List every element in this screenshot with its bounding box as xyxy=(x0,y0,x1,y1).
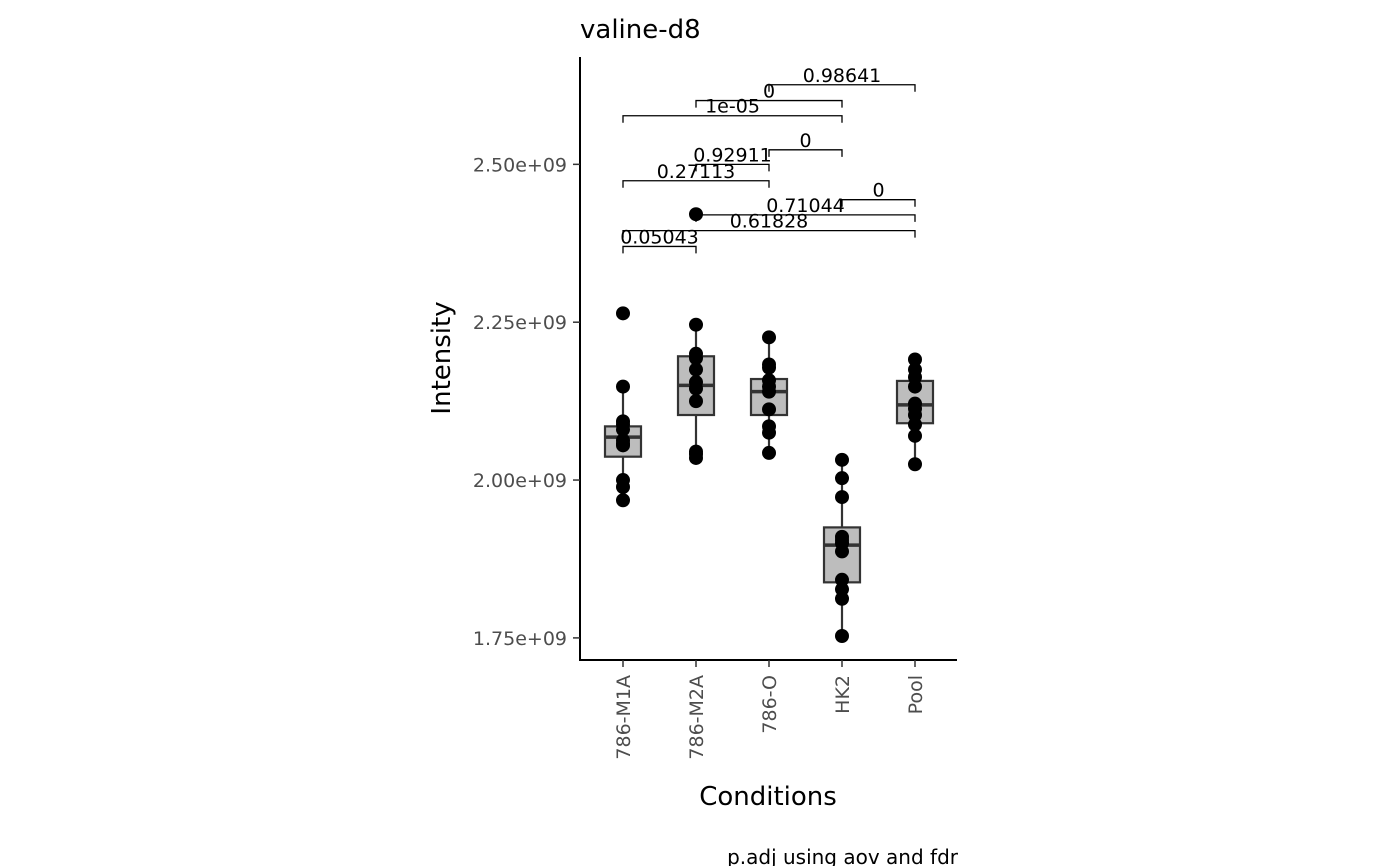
data-point xyxy=(835,452,849,467)
data-point xyxy=(689,207,703,222)
comparison-p-value: 0 xyxy=(872,180,884,202)
x-axis-ticks: 786-M1A 786-M2A 786-O HK2 Pool xyxy=(613,660,927,760)
comparison-bracket xyxy=(622,115,843,123)
comparison-bracket xyxy=(695,99,843,108)
comparison-p-value: 1e-05 xyxy=(705,96,760,118)
comparison-p-value: 0.61828 xyxy=(730,211,809,233)
data-point xyxy=(908,379,922,394)
data-point xyxy=(762,384,776,399)
data-point xyxy=(835,591,849,606)
data-point xyxy=(762,330,776,345)
chart-title: valine-d8 xyxy=(580,15,701,45)
data-point xyxy=(762,445,776,460)
data-point xyxy=(616,479,630,494)
data-point xyxy=(762,402,776,417)
y-axis-title: Intensity xyxy=(427,301,457,414)
data-point xyxy=(689,362,703,377)
data-point xyxy=(616,493,630,508)
data-point xyxy=(908,352,922,367)
data-point xyxy=(908,417,922,432)
data-point xyxy=(908,428,922,443)
data-point xyxy=(689,450,703,465)
data-point xyxy=(616,306,630,321)
data-point xyxy=(835,544,849,559)
x-axis-title: Conditions xyxy=(699,782,837,812)
comparison-bracket xyxy=(622,245,697,254)
data-points xyxy=(616,207,922,644)
comparison-p-value: 0.98641 xyxy=(803,65,882,87)
data-point xyxy=(689,394,703,409)
y-tick-label: 2.25e+09 xyxy=(473,312,567,334)
comparison-p-value: 0.92911 xyxy=(693,144,772,166)
comparison-bracket xyxy=(622,180,770,188)
comparison-bracket xyxy=(768,149,843,157)
y-axis-ticks: 1.75e+09 2.00e+09 2.25e+09 2.50e+09 xyxy=(473,154,580,650)
x-tick-label: Pool xyxy=(905,675,927,714)
y-tick-label: 2.50e+09 xyxy=(473,154,567,176)
data-point xyxy=(616,422,630,437)
comparison-bracket xyxy=(695,163,770,172)
data-point xyxy=(835,629,849,644)
data-point xyxy=(762,425,776,440)
comparison-p-value: 0 xyxy=(799,130,811,152)
y-tick-label: 2.00e+09 xyxy=(473,470,567,492)
comparison-p-value: 0.71044 xyxy=(766,195,845,217)
comparison-bracket xyxy=(768,84,916,92)
x-tick-label: 786-M1A xyxy=(613,675,635,760)
comparison-p-value: 0.27113 xyxy=(657,161,736,183)
data-point xyxy=(835,490,849,505)
data-point xyxy=(762,360,776,375)
x-tick-label: HK2 xyxy=(832,675,854,714)
comparison-bracket xyxy=(622,229,916,238)
data-point xyxy=(908,457,922,472)
data-point xyxy=(616,438,630,453)
y-tick-label: 1.75e+09 xyxy=(473,628,567,650)
x-tick-label: 786-M2A xyxy=(686,675,708,760)
data-point xyxy=(689,351,703,366)
x-tick-label: 786-O xyxy=(759,675,781,734)
chart-caption: p.adj using aov and fdr xyxy=(727,845,959,866)
comparison-bracket xyxy=(841,199,916,207)
data-point xyxy=(689,381,703,396)
data-point xyxy=(689,317,703,332)
data-point xyxy=(835,471,849,486)
comparison-p-value: 0.05043 xyxy=(620,226,699,248)
data-point xyxy=(616,379,630,394)
